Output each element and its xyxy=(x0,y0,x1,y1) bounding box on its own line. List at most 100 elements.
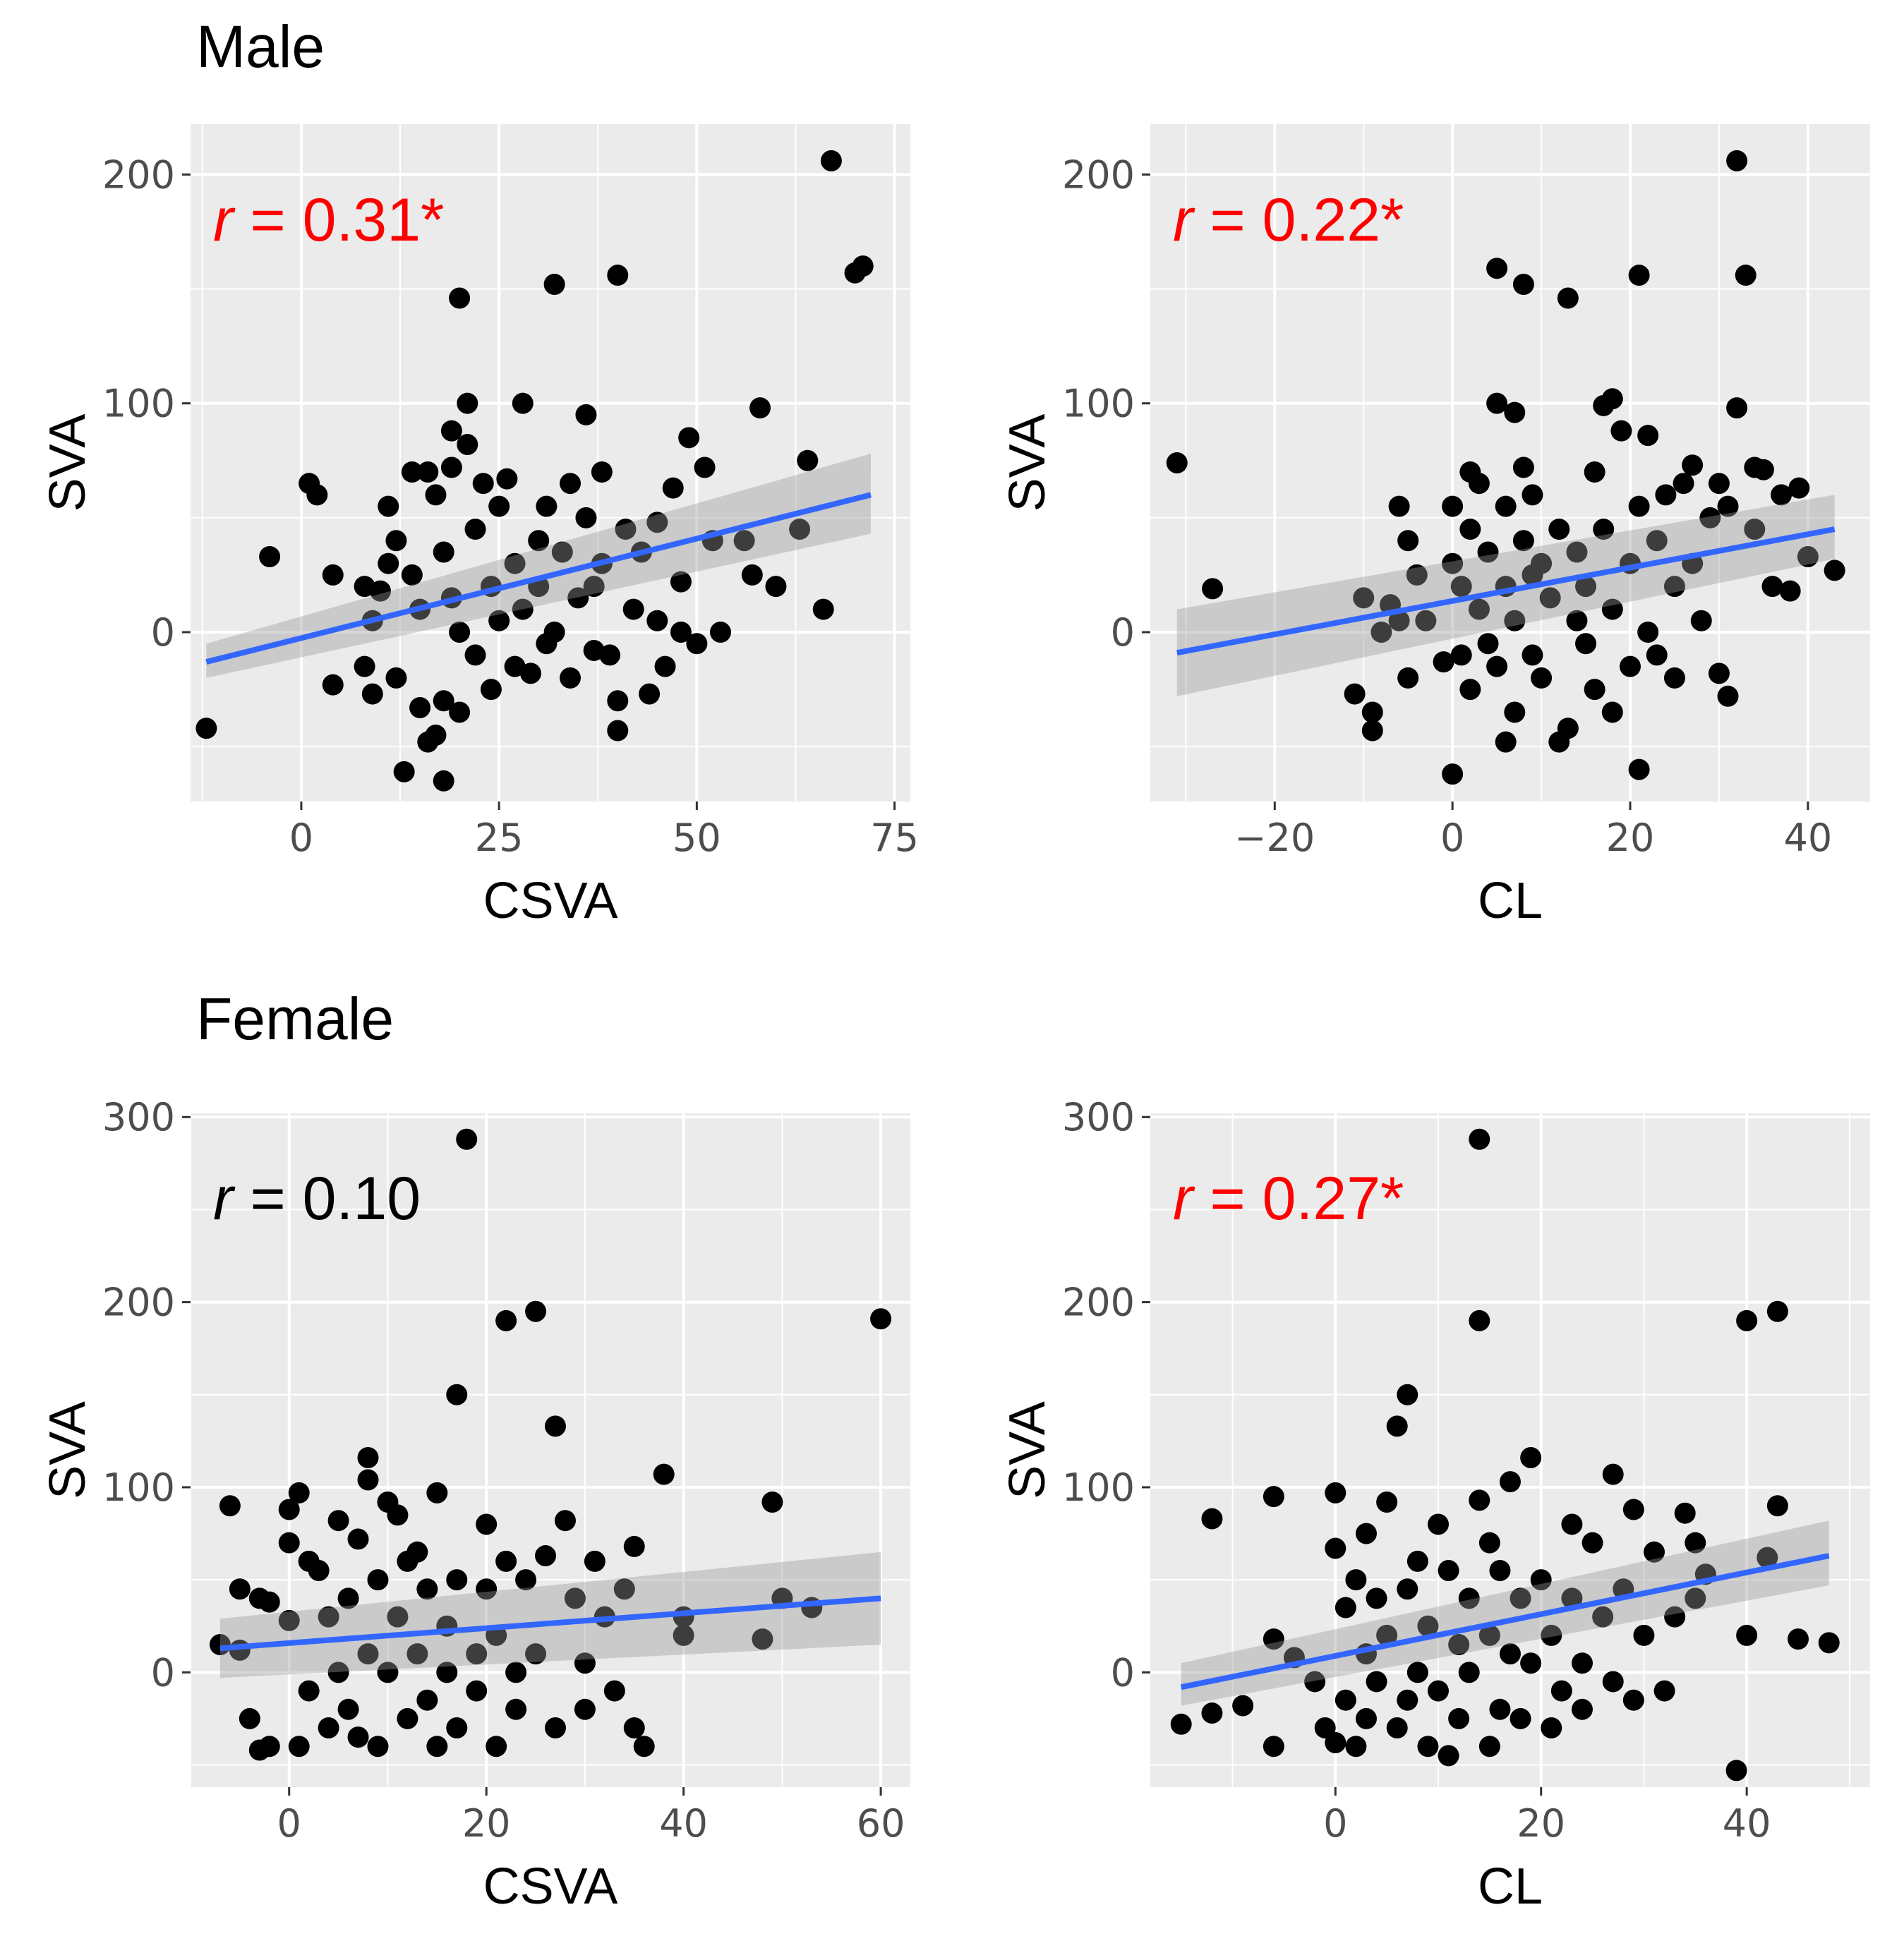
data-point xyxy=(1726,397,1748,419)
data-point xyxy=(1232,1695,1254,1717)
y-tick-label: 100 xyxy=(1062,1465,1135,1510)
data-point xyxy=(1752,459,1774,480)
data-point xyxy=(1584,461,1605,483)
data-point xyxy=(433,541,454,563)
data-point xyxy=(258,1736,280,1757)
data-point xyxy=(820,150,842,171)
data-point xyxy=(1345,1569,1367,1591)
data-point xyxy=(1771,484,1792,506)
r-value: = 0.31* xyxy=(234,186,445,254)
data-point xyxy=(1486,655,1508,677)
data-point xyxy=(1541,1717,1562,1739)
scatter-panel-2: −20 0 20 40 0 100 200 CL SVA r = 0.22* xyxy=(999,124,1870,929)
data-point xyxy=(347,1726,369,1748)
data-point xyxy=(417,461,439,483)
data-point xyxy=(1520,1446,1542,1468)
data-point xyxy=(476,1513,498,1535)
data-point xyxy=(1610,420,1632,442)
data-point xyxy=(466,1643,488,1665)
data-point xyxy=(378,552,399,574)
data-point xyxy=(464,644,486,666)
data-point xyxy=(607,690,629,712)
data-point xyxy=(1478,1624,1500,1646)
data-point xyxy=(1489,1560,1511,1582)
data-point xyxy=(789,519,811,540)
data-point xyxy=(653,1463,675,1485)
data-point xyxy=(1644,1541,1665,1563)
data-point xyxy=(1779,580,1801,602)
data-point xyxy=(1486,392,1508,414)
data-point xyxy=(1557,718,1579,739)
data-point xyxy=(525,1643,547,1665)
data-point xyxy=(1572,1698,1593,1720)
data-point xyxy=(337,1698,359,1720)
data-point xyxy=(607,265,629,286)
data-point xyxy=(613,1578,635,1600)
data-point xyxy=(583,576,605,598)
data-point xyxy=(797,449,819,471)
data-point xyxy=(1628,495,1650,517)
data-point xyxy=(476,1578,498,1600)
data-point xyxy=(1458,1662,1480,1683)
data-point xyxy=(1489,1698,1511,1720)
data-point xyxy=(1263,1486,1284,1508)
data-point xyxy=(449,622,471,643)
data-point xyxy=(258,1591,280,1613)
y-tick-label: 200 xyxy=(102,152,175,197)
x-axis-label: CL xyxy=(1478,1858,1543,1915)
y-axis-label: SVA xyxy=(40,414,96,512)
data-point xyxy=(574,1698,596,1720)
data-point xyxy=(347,1528,369,1550)
data-point xyxy=(1646,644,1668,666)
data-point xyxy=(1736,1309,1758,1331)
data-point xyxy=(512,598,534,620)
data-point xyxy=(449,701,471,723)
data-point xyxy=(1433,651,1454,673)
data-point xyxy=(567,587,589,609)
data-point xyxy=(646,610,668,631)
data-point xyxy=(505,1698,527,1720)
data-point xyxy=(1438,1560,1459,1582)
data-point xyxy=(525,1300,547,1322)
data-point xyxy=(1522,644,1543,666)
y-tick-label: 100 xyxy=(102,1465,175,1510)
data-point xyxy=(1477,541,1499,563)
correlation-annotation: r = 0.10 xyxy=(213,1165,421,1233)
r-symbol: r xyxy=(213,1165,236,1233)
data-point xyxy=(1510,1707,1531,1729)
data-point xyxy=(1201,1702,1223,1724)
data-point xyxy=(457,434,478,456)
data-point xyxy=(1766,1300,1788,1322)
data-point xyxy=(1166,452,1188,473)
data-point xyxy=(1170,1713,1192,1735)
data-point xyxy=(401,461,423,483)
data-point xyxy=(464,519,486,540)
data-point xyxy=(1325,1732,1346,1754)
data-point xyxy=(425,724,447,746)
data-point xyxy=(1397,1384,1418,1405)
data-point xyxy=(1201,1508,1223,1530)
x-tick-label: 0 xyxy=(1440,816,1464,860)
data-point xyxy=(564,1587,586,1609)
data-point xyxy=(536,495,558,517)
data-point xyxy=(1602,1671,1624,1693)
data-point xyxy=(387,1606,409,1628)
data-point xyxy=(433,690,454,712)
data-point xyxy=(1388,495,1410,517)
data-point xyxy=(1736,1624,1758,1646)
y-tick-label: 200 xyxy=(1062,152,1135,197)
data-point xyxy=(472,473,494,495)
data-point xyxy=(761,1491,783,1513)
data-point xyxy=(1566,610,1588,631)
data-point xyxy=(1788,1628,1809,1650)
x-tick-label: 60 xyxy=(857,1801,905,1846)
data-point xyxy=(1531,552,1553,574)
panel-background xyxy=(1150,1113,1870,1787)
data-point xyxy=(1653,1680,1675,1702)
data-point xyxy=(639,683,661,705)
data-point xyxy=(1744,519,1766,540)
data-point xyxy=(1797,545,1819,567)
data-point xyxy=(1757,1547,1778,1568)
data-point xyxy=(446,1384,468,1405)
